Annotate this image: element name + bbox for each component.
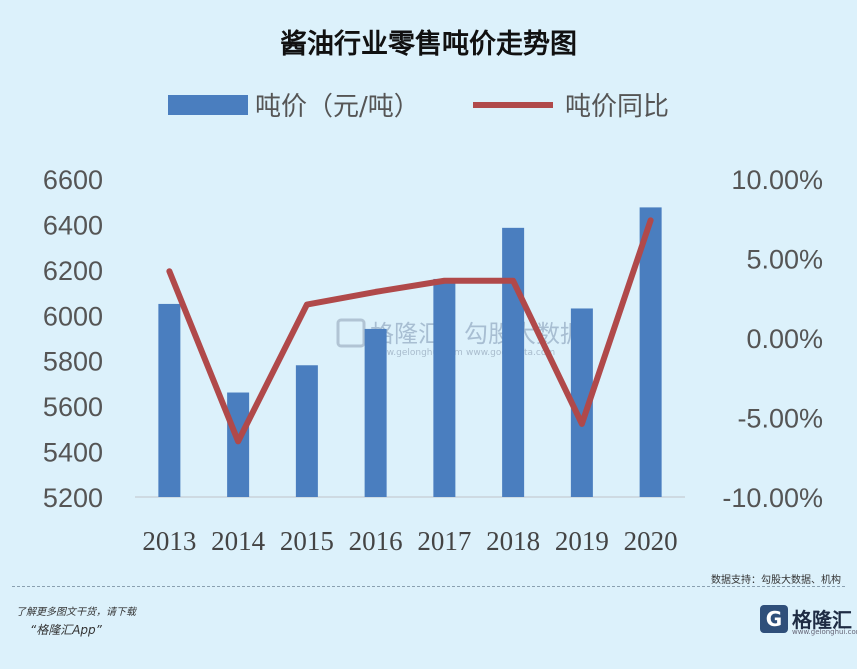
x-axis-tick: 2019 xyxy=(555,526,609,556)
footer-divider xyxy=(12,586,845,587)
legend-bar-swatch xyxy=(168,95,248,115)
bar-2020 xyxy=(639,207,662,497)
bar-2017 xyxy=(433,278,456,497)
watermark-logo-icon xyxy=(336,318,366,348)
logo-g-icon: G xyxy=(760,604,788,633)
bar-2016 xyxy=(364,328,387,497)
promo-text: 了解更多图文干货，请下载 xyxy=(16,607,136,618)
yoy-line xyxy=(166,217,654,445)
bar-2015 xyxy=(295,365,318,497)
logo-url: www.gelonghui.com xyxy=(792,628,857,636)
right-axis-tick: -10.00% xyxy=(722,483,823,513)
right-axis-tick: -5.00% xyxy=(737,404,823,434)
x-axis-tick: 2017 xyxy=(417,526,471,556)
x-axis-tick: 2020 xyxy=(624,526,678,556)
x-axis-tick: 2016 xyxy=(349,526,403,556)
promo-app-name: “格隆汇App” xyxy=(30,623,102,637)
bar-2014 xyxy=(227,392,250,497)
x-axis-tick: 2013 xyxy=(142,526,196,556)
x-axis-tick: 2014 xyxy=(211,526,266,556)
chart-title: 酱油行业零售吨价走势图 xyxy=(280,29,577,60)
left-axis-tick: 6400 xyxy=(43,210,103,240)
bar-2018 xyxy=(502,227,525,498)
bar-2019 xyxy=(570,308,593,497)
x-axis-tick: 2015 xyxy=(280,526,334,556)
left-axis-tick: 5400 xyxy=(43,438,103,468)
right-axis-tick: 0.00% xyxy=(746,324,823,354)
legend-bar-label: 吨价（元/吨） xyxy=(255,92,420,122)
x-axis-tick: 2018 xyxy=(486,526,540,556)
left-axis-tick: 6000 xyxy=(43,301,103,331)
left-axis-tick: 6600 xyxy=(43,165,103,195)
watermark-url: www.gelonghui.com xyxy=(372,348,463,358)
logo-name: 格隆汇 xyxy=(792,608,852,632)
left-axis-tick: 5200 xyxy=(43,483,103,513)
left-axis-tick: 5600 xyxy=(43,392,103,422)
left-axis-tick: 6200 xyxy=(43,256,103,286)
left-axis-tick: 5800 xyxy=(43,347,103,377)
data-source: 数据支持：勾股大数据、机构 xyxy=(711,575,841,586)
right-axis-tick: 10.00% xyxy=(731,165,823,195)
legend-line-label: 吨价同比 xyxy=(565,92,669,122)
right-axis-tick: 5.00% xyxy=(746,245,823,275)
bar-2013 xyxy=(158,303,181,497)
gelonghui-logo: G 格隆汇 xyxy=(760,604,852,633)
